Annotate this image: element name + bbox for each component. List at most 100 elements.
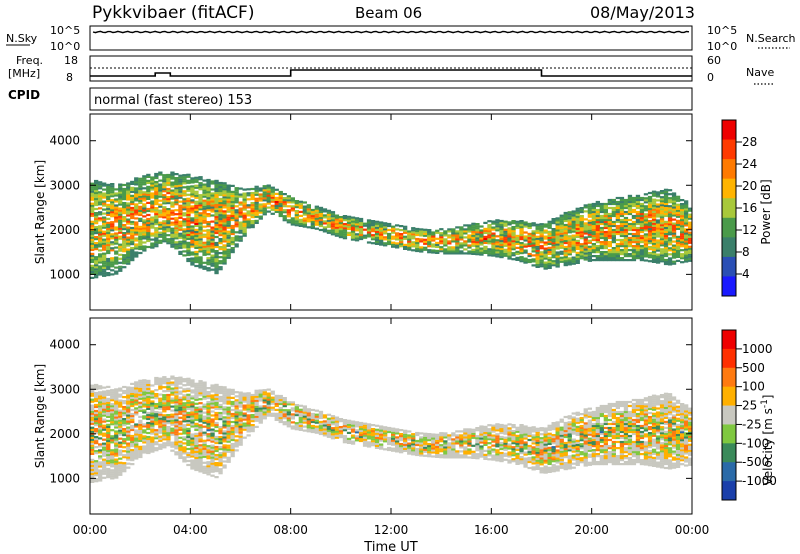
heatmap-cell	[230, 198, 235, 202]
heatmap-cell	[507, 233, 512, 236]
heatmap-cell	[178, 206, 183, 209]
heatmap-cell	[306, 408, 311, 411]
heatmap-cell	[342, 425, 348, 428]
heatmap-cell	[186, 241, 191, 244]
heatmap-cell	[194, 216, 199, 219]
heatmap-cell	[218, 446, 223, 449]
heatmap-cell	[499, 239, 504, 243]
heatmap-cell	[383, 432, 388, 435]
heatmap-cell	[338, 216, 344, 219]
heatmap-cell	[314, 219, 319, 222]
heatmap-cell	[134, 221, 139, 224]
heatmap-cell	[142, 211, 147, 214]
heatmap-cell	[162, 426, 167, 429]
heatmap-cell	[611, 230, 616, 234]
heatmap-cell	[242, 202, 247, 205]
heatmap-cell	[222, 434, 227, 437]
heatmap-cell	[218, 399, 223, 403]
heatmap-cell	[627, 200, 633, 204]
heatmap-cell	[206, 457, 211, 460]
heatmap-cell	[102, 400, 107, 403]
heatmap-cell	[194, 184, 199, 187]
heatmap-cell	[230, 438, 235, 442]
heatmap-cell	[90, 232, 95, 235]
heatmap-cell	[362, 422, 368, 425]
heatmap-cell	[595, 220, 600, 224]
heatmap-cell	[234, 441, 239, 444]
heatmap-cell	[222, 390, 227, 393]
heatmap-cell	[286, 411, 291, 414]
heatmap-cell	[595, 238, 600, 242]
heatmap-cell	[322, 422, 328, 425]
heatmap-cell	[684, 234, 689, 237]
heatmap-cell	[178, 380, 183, 383]
heatmap-cell	[218, 207, 223, 211]
heatmap-cell	[226, 186, 231, 189]
heatmap-cell	[226, 188, 231, 191]
heatmap-cell	[587, 225, 592, 228]
heatmap-cell	[647, 260, 653, 263]
heatmap-cell	[222, 250, 227, 253]
heatmap-cell	[206, 449, 211, 452]
heatmap-cell	[202, 267, 207, 270]
heatmap-cell	[154, 211, 159, 214]
heatmap-cell	[242, 408, 247, 411]
heatmap-cell	[234, 415, 239, 418]
heatmap-cell	[655, 241, 661, 244]
heatmap-cell	[383, 222, 388, 225]
heatmap-cell	[226, 410, 231, 413]
heatmap-cell	[635, 247, 641, 250]
heatmap-cell	[647, 197, 653, 201]
heatmap-cell	[334, 216, 340, 219]
heatmap-cell	[631, 234, 637, 238]
heatmap-cell	[675, 251, 681, 254]
heatmap-cell	[655, 211, 661, 214]
heatmap-cell	[374, 220, 380, 223]
heatmap-cell	[94, 266, 99, 269]
heatmap-cell	[551, 254, 556, 257]
heatmap-cell	[198, 230, 203, 233]
heatmap-cell	[615, 257, 620, 260]
heatmap-cell	[346, 421, 352, 424]
heatmap-cell	[222, 456, 227, 459]
heatmap-cell	[190, 217, 195, 220]
heatmap-cell	[603, 236, 608, 240]
heatmap-cell	[274, 416, 279, 419]
heatmap-cell	[186, 435, 191, 438]
heatmap-cell	[374, 222, 380, 225]
heatmap-cell	[170, 387, 175, 390]
heatmap-cell	[174, 423, 179, 426]
heatmap-cell	[98, 273, 103, 276]
heatmap-cell	[647, 240, 653, 243]
heatmap-cell	[194, 204, 199, 207]
heatmap-cell	[214, 221, 219, 225]
heatmap-cell	[250, 198, 255, 201]
heatmap-cell	[122, 192, 127, 195]
heatmap-cell	[675, 197, 681, 200]
heatmap-cell	[583, 230, 588, 233]
heatmap-cell	[627, 243, 633, 246]
heatmap-cell	[350, 434, 356, 437]
heatmap-cell	[138, 241, 143, 244]
heatmap-cell	[531, 236, 536, 239]
heatmap-cell	[218, 234, 223, 237]
heatmap-cell	[623, 236, 629, 240]
heatmap-cell	[162, 410, 167, 413]
heatmap-cell	[427, 233, 432, 236]
heatmap-cell	[90, 264, 95, 267]
heatmap-cell	[415, 237, 420, 241]
heatmap-cell	[230, 447, 235, 450]
heatmap-cell	[126, 206, 131, 209]
heatmap-cell	[647, 216, 653, 219]
heatmap-cell	[419, 250, 424, 253]
heatmap-cell	[543, 249, 548, 252]
colorbar-swatch	[722, 159, 736, 180]
heatmap-cell	[250, 208, 255, 211]
heatmap-cell	[639, 236, 645, 240]
heatmap-cell	[94, 432, 99, 435]
heatmap-cell	[178, 174, 183, 177]
heatmap-cell	[583, 256, 588, 259]
heatmap-cell	[238, 395, 243, 398]
heatmap-cell	[455, 252, 460, 255]
heatmap-cell	[643, 217, 649, 220]
